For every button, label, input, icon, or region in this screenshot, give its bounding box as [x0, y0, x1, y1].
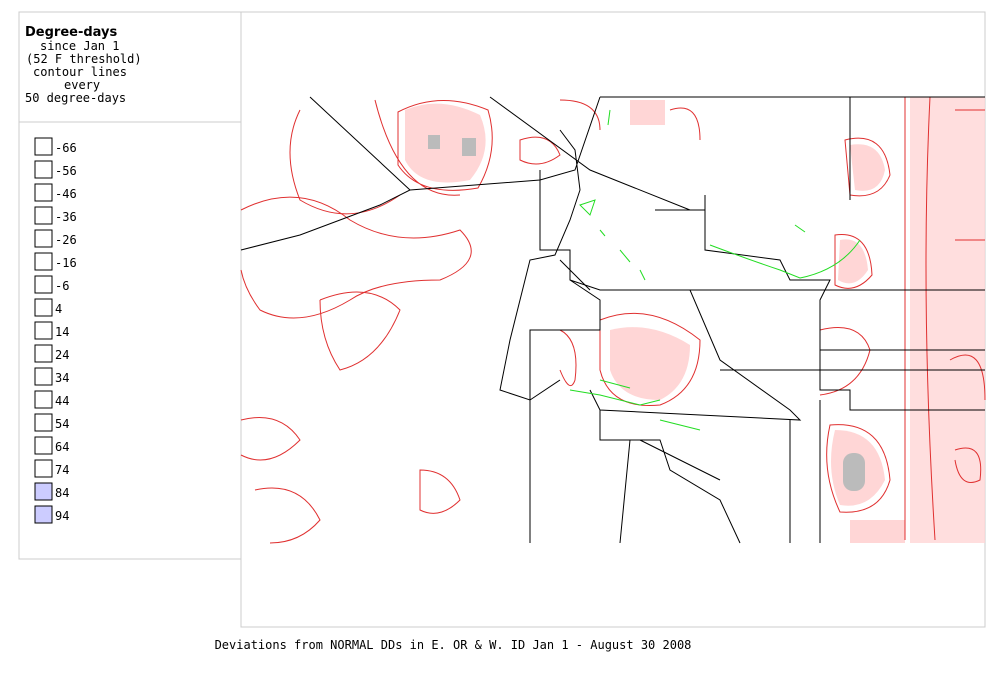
legend-swatch [34, 482, 53, 501]
legend-subtitle-line: since Jan 1 [40, 39, 119, 53]
legend-items: -66 -56 -46 -36 -26 -16 -6 4 14 24 34 44 54 64 74 84 94 [34, 137, 77, 524]
legend-subtitle-line: 50 degree-days [25, 91, 126, 105]
elevation-contour [569, 109, 861, 431]
legend-label: 74 [55, 463, 69, 477]
legend-label: -56 [55, 164, 77, 178]
legend-label: 24 [55, 348, 69, 362]
legend-swatch [34, 459, 53, 478]
contour [240, 196, 472, 319]
legend-swatch [34, 505, 53, 524]
warm-area [630, 100, 665, 125]
contour [289, 99, 493, 215]
warm-area [405, 103, 486, 183]
legend-subtitle: since Jan 1(52 F threshold)contour lines… [25, 39, 142, 105]
legend-title: Degree-days [25, 25, 118, 40]
legend-label: 34 [55, 371, 69, 385]
legend-swatch [34, 252, 53, 271]
legend-swatch [34, 298, 53, 317]
legend-label: -66 [55, 141, 77, 155]
legend-swatch [34, 137, 53, 156]
warm-area [910, 97, 985, 543]
legend-label: 44 [55, 394, 69, 408]
legend-label: 64 [55, 440, 69, 454]
warm-area [838, 239, 868, 284]
contour [834, 96, 986, 541]
warm-area [850, 144, 885, 191]
legend-swatch [34, 183, 53, 202]
legend-label: 84 [55, 486, 69, 500]
legend-label: 14 [55, 325, 69, 339]
contour [254, 329, 577, 544]
legend-label: -36 [55, 210, 77, 224]
boundary [559, 195, 985, 544]
hot-spot [462, 138, 476, 156]
legend-label: -6 [55, 279, 69, 293]
legend-label: -46 [55, 187, 77, 201]
legend-swatch [34, 321, 53, 340]
legend-panel [18, 11, 242, 560]
warm-area [850, 520, 905, 543]
legend-label: 4 [55, 302, 62, 316]
map-caption: Deviations from NORMAL DDs in E. OR & W.… [215, 638, 692, 652]
legend-subtitle-line: (52 F threshold) [26, 52, 142, 66]
hot-spot [843, 453, 865, 491]
legend-label: 54 [55, 417, 69, 431]
legend-label: -26 [55, 233, 77, 247]
legend-swatch [34, 275, 53, 294]
legend-label: -16 [55, 256, 77, 270]
legend-subtitle-line: every [64, 78, 100, 92]
warm-area [610, 327, 690, 400]
legend-swatch [34, 390, 53, 409]
boundary [240, 96, 691, 401]
map [240, 96, 986, 544]
legend-swatch [34, 160, 53, 179]
legend-subtitle-line: contour lines [33, 65, 127, 79]
legend-swatch [34, 344, 53, 363]
contour [519, 99, 701, 407]
legend-swatch [34, 229, 53, 248]
contour [240, 291, 401, 461]
legend-label: 94 [55, 509, 69, 523]
legend-swatch [34, 367, 53, 386]
hot-spot [428, 135, 440, 149]
legend-swatch [34, 436, 53, 455]
legend-swatch [34, 206, 53, 225]
legend-swatch [34, 413, 53, 432]
